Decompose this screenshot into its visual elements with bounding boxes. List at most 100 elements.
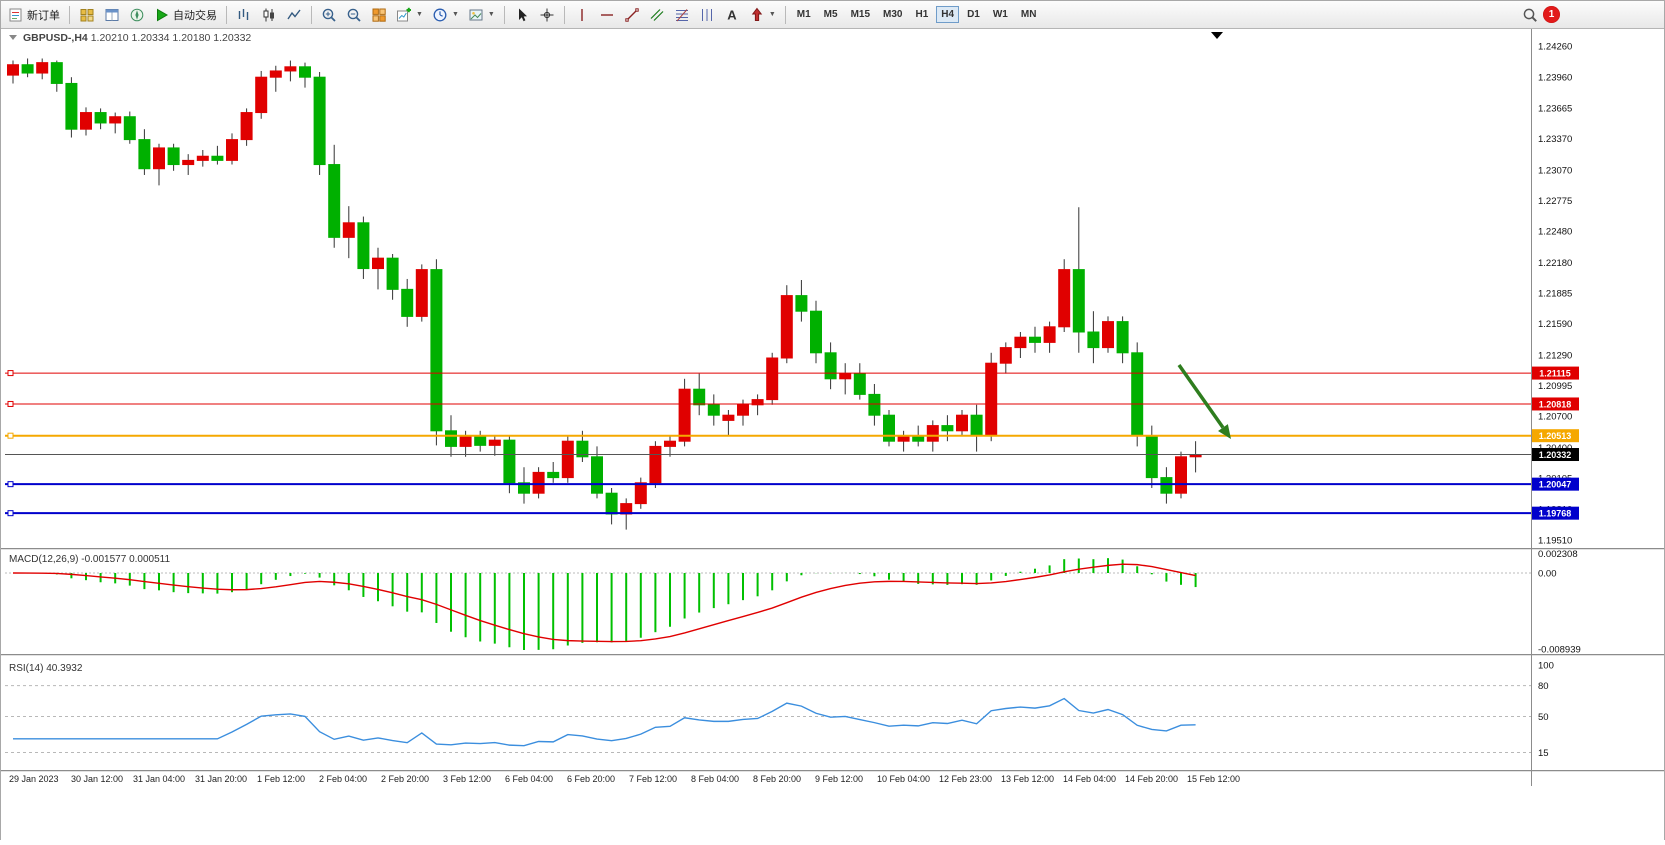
- chart-title: GBPUSD-,H4 1.20210 1.20334 1.20180 1.203…: [23, 32, 251, 44]
- candlestick-chart-button[interactable]: [257, 3, 281, 27]
- market-watch-icon: [80, 8, 94, 21]
- new-order-button[interactable]: 新订单: [4, 3, 64, 27]
- time-axis[interactable]: 29 Jan 2023 30 Jan 12:00 31 Jan 04:00 31 Ja…: [9, 774, 1240, 784]
- tile-windows-button[interactable]: [367, 3, 391, 27]
- period-button[interactable]: ▼: [428, 3, 463, 27]
- svg-text:1.22480: 1.22480: [1538, 227, 1572, 238]
- hline-1.20513[interactable]: 1.20513: [5, 429, 1579, 443]
- svg-text:7 Feb 12:00: 7 Feb 12:00: [629, 774, 677, 784]
- timeframe-m1-button[interactable]: M1: [796, 9, 811, 20]
- toolbar-separator: [226, 5, 227, 24]
- vertical-line-button[interactable]: [570, 3, 594, 27]
- macd-histogram: [26, 558, 1197, 651]
- hline-1.19768[interactable]: 1.19768: [5, 506, 1579, 520]
- timeframe-mn-button[interactable]: MN: [1020, 9, 1037, 20]
- search-button[interactable]: [1518, 3, 1542, 27]
- zoom-out-icon: [347, 8, 361, 22]
- svg-text:15: 15: [1538, 748, 1549, 759]
- svg-text:8 Feb 20:00: 8 Feb 20:00: [753, 774, 801, 784]
- horizontal-line-button[interactable]: [595, 3, 619, 27]
- line-chart-button[interactable]: [282, 3, 306, 27]
- new-chart-button[interactable]: ▼: [392, 3, 427, 27]
- svg-text:80: 80: [1538, 681, 1549, 692]
- chart-window: 1.24260 1.23960 1.23665 1.23370 1.23070 1.227…: [1, 29, 1664, 845]
- toolbar-separator: [503, 5, 505, 24]
- svg-text:6 Feb 04:00: 6 Feb 04:00: [505, 774, 553, 784]
- rsi-line: [13, 697, 1196, 747]
- chart-menu-icon[interactable]: [9, 35, 17, 40]
- text-icon: A: [727, 7, 737, 22]
- rsi-axis[interactable]: 100 80 50 15: [1538, 661, 1554, 760]
- hline-1.20818[interactable]: 1.20818: [5, 397, 1579, 411]
- trendline-icon: [625, 7, 639, 22]
- channel-icon: [650, 8, 664, 21]
- svg-text:1.19768: 1.19768: [1539, 509, 1572, 519]
- text-button[interactable]: A: [720, 3, 744, 27]
- svg-text:30 Jan 12:00: 30 Jan 12:00: [71, 774, 123, 784]
- svg-text:1.21885: 1.21885: [1538, 289, 1572, 300]
- svg-text:14 Feb 04:00: 14 Feb 04:00: [1063, 774, 1116, 784]
- candles: [7, 58, 1202, 530]
- svg-text:31 Jan 04:00: 31 Jan 04:00: [133, 774, 185, 784]
- price-badge: [1532, 366, 1579, 380]
- zoom-in-icon: [322, 8, 336, 22]
- timeframe-m5-button[interactable]: M5: [823, 9, 838, 20]
- market-watch-button[interactable]: [75, 3, 99, 27]
- trendline-button[interactable]: [620, 3, 644, 27]
- cycle-icon: [701, 8, 712, 21]
- arrows-button[interactable]: ▼: [745, 3, 780, 27]
- template-button[interactable]: ▼: [464, 3, 499, 27]
- svg-text:10 Feb 04:00: 10 Feb 04:00: [877, 774, 930, 784]
- svg-text:6 Feb 20:00: 6 Feb 20:00: [567, 774, 615, 784]
- timeframe-m30-button[interactable]: M30: [883, 9, 903, 20]
- hline-1.20047[interactable]: 1.20047: [5, 477, 1579, 491]
- toolbar-separator: [311, 5, 312, 24]
- channel-button[interactable]: [645, 3, 669, 27]
- crosshair-button[interactable]: [535, 3, 559, 27]
- data-window-icon: [105, 8, 119, 21]
- notification-badge[interactable]: 1: [1543, 6, 1560, 23]
- svg-text:1.20513: 1.20513: [1539, 431, 1572, 441]
- svg-text:31 Jan 20:00: 31 Jan 20:00: [195, 774, 247, 784]
- fibonacci-button[interactable]: [670, 3, 694, 27]
- top-toolbar: 新订单 自动交易 ▼ ▼ ▼ A ▼ M1 M5 M15 M30 H1 H4 D1 W1 MN 1: [1, 1, 1664, 29]
- timeframe-m15-button[interactable]: M15: [850, 9, 871, 20]
- chart-shift-marker[interactable]: [1211, 32, 1223, 39]
- svg-text:3 Feb 12:00: 3 Feb 12:00: [443, 774, 491, 784]
- svg-text:15 Feb 12:00: 15 Feb 12:00: [1187, 774, 1240, 784]
- timeframe-h4-button[interactable]: H4: [936, 6, 960, 23]
- svg-text:1.24260: 1.24260: [1538, 42, 1572, 53]
- timeframe-d1-button[interactable]: D1: [967, 9, 980, 20]
- bar-chart-button[interactable]: [232, 3, 256, 27]
- chevron-down-icon: ▼: [451, 11, 459, 18]
- macd-signal-line: [12, 563, 1196, 643]
- timeframe-w1-button[interactable]: W1: [992, 9, 1008, 20]
- macd-axis[interactable]: 0.002308 0.00 -0.008939: [1538, 549, 1581, 656]
- new-chart-icon: [397, 7, 411, 21]
- svg-text:12 Feb 23:00: 12 Feb 23:00: [939, 774, 992, 784]
- svg-text:14 Feb 20:00: 14 Feb 20:00: [1125, 774, 1178, 784]
- cycle-lines-button[interactable]: [695, 3, 719, 27]
- cursor-button[interactable]: [510, 3, 534, 27]
- data-window-button[interactable]: [100, 3, 124, 27]
- price-badge: [1532, 397, 1579, 411]
- current-price-line: 1.20332: [5, 448, 1579, 462]
- svg-text:1.20047: 1.20047: [1539, 480, 1572, 490]
- auto-trading-icon: [157, 8, 168, 21]
- zoom-out-button[interactable]: [342, 3, 366, 27]
- new-order-icon: [9, 8, 22, 21]
- gbpusd-h4-chart[interactable]: 1.24260 1.23960 1.23665 1.23370 1.23070 1.227…: [1, 29, 1664, 840]
- timeframe-h1-button[interactable]: H1: [915, 9, 929, 20]
- chevron-down-icon: ▼: [416, 11, 423, 18]
- svg-text:1.19510: 1.19510: [1538, 536, 1572, 547]
- chart-background: [1, 29, 1664, 840]
- rsi-label: RSI(14) 40.3932: [9, 663, 83, 674]
- navigator-button[interactable]: [125, 3, 149, 27]
- svg-text:1.21290: 1.21290: [1538, 350, 1572, 361]
- svg-text:1.23960: 1.23960: [1538, 73, 1572, 84]
- hline-1.21115[interactable]: 1.21115: [5, 366, 1579, 380]
- arrow-annotation[interactable]: [1177, 363, 1231, 439]
- zoom-in-button[interactable]: [317, 3, 341, 27]
- auto-trading-button[interactable]: 自动交易: [150, 3, 221, 27]
- hline-icon: [600, 13, 613, 16]
